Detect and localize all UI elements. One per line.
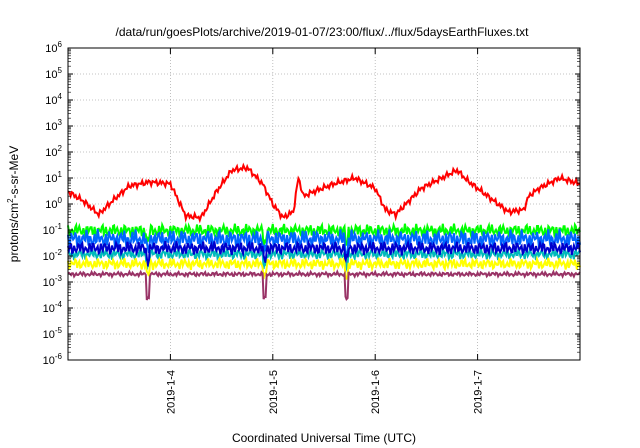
x-axis-ticks: 2019-1-4 2019-1-5 2019-1-6 2019-1-7 bbox=[165, 48, 485, 414]
y-tick-label: 10-5 bbox=[43, 326, 63, 341]
flux-series-line bbox=[67, 269, 581, 301]
x-axis-label: Coordinated Universal Time (UTC) bbox=[232, 431, 416, 445]
y-axis-ticks: 10-6 10-5 10-4 10-3 10-2 10-1 100 101 102 103 104 1… bbox=[43, 40, 580, 367]
y-tick-label: 10-1 bbox=[43, 222, 63, 237]
y-tick-label: 10-4 bbox=[43, 300, 63, 315]
y-axis-label-rest: -s-sr-MeV bbox=[7, 146, 21, 199]
y-axis-label-base: protons/cm bbox=[7, 203, 21, 262]
x-tick-label: 2019-1-6 bbox=[370, 370, 382, 414]
y-axis-label-sup: 2 bbox=[6, 198, 15, 203]
y-axis-label: protons/cm2-s-sr-MeV bbox=[6, 146, 21, 262]
x-tick-label: 2019-1-4 bbox=[165, 370, 177, 414]
y-tick-label: 106 bbox=[45, 40, 62, 55]
y-tick-label: 102 bbox=[45, 144, 62, 159]
flux-series-line bbox=[67, 221, 581, 248]
y-tick-label: 10-2 bbox=[43, 248, 63, 263]
y-tick-label: 10-6 bbox=[43, 352, 63, 367]
x-tick-label: 2019-1-7 bbox=[473, 370, 485, 414]
y-tick-label: 10-3 bbox=[43, 274, 63, 289]
y-tick-label: 104 bbox=[45, 92, 62, 107]
chart-title: /data/run/goesPlots/archive/2019-01-07/2… bbox=[116, 25, 530, 39]
data-series bbox=[67, 162, 581, 301]
flux-series-line bbox=[67, 254, 581, 281]
y-tick-label: 100 bbox=[45, 196, 62, 211]
x-tick-label: 2019-1-5 bbox=[268, 370, 280, 414]
grid-lines bbox=[68, 48, 580, 360]
y-tick-label: 105 bbox=[45, 66, 62, 81]
flux-series-line bbox=[67, 239, 581, 267]
y-tick-label: 101 bbox=[45, 170, 62, 185]
flux-series-line bbox=[67, 245, 581, 273]
flux-series-line bbox=[67, 162, 581, 224]
y-tick-label: 103 bbox=[45, 118, 62, 133]
